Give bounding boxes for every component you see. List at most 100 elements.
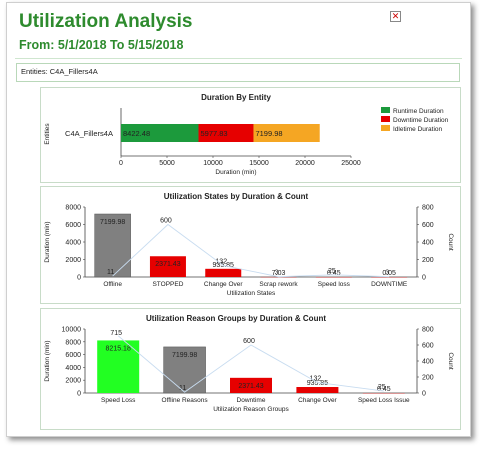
reason-groups-chart: Utilization Reason Groups by Duration & … [44, 314, 454, 413]
duration-label: 935.85 [307, 380, 329, 387]
bar-segment-1 [121, 124, 199, 142]
y2-tick-label: 400 [422, 359, 434, 366]
bar-speed-loss [97, 340, 140, 393]
chart-title: Utilization States by Duration & Count [164, 192, 309, 201]
duration-label: 0.05 [382, 270, 396, 277]
count-label: 715 [110, 330, 122, 337]
y-tick-label: 6000 [65, 222, 81, 229]
chart-title: Utilization Reason Groups by Duration & … [146, 314, 326, 323]
y-tick-label: 0 [77, 275, 81, 282]
y2-tick-label: 200 [422, 257, 434, 264]
bar-value-label: 7199.98 [255, 129, 282, 138]
x-tick-label: 25000 [341, 160, 361, 167]
header-divider [15, 58, 462, 59]
y2-tick-label: 800 [422, 205, 434, 212]
y-tick-label: 10000 [62, 327, 82, 334]
category-label: C4A_Fillers4A [65, 129, 113, 138]
close-icon[interactable]: ✕ [390, 11, 401, 22]
duration-label: 0.45 [327, 270, 341, 277]
y2-tick-label: 800 [422, 327, 434, 334]
count-label: 600 [243, 338, 255, 345]
duration-label: 8215.18 [106, 345, 131, 352]
report-frame: Utilization Analysis From: 5/1/2018 To 5… [6, 2, 471, 437]
y-tick-label: 6000 [65, 352, 81, 359]
count-line [112, 223, 390, 278]
legend-swatch [381, 125, 390, 131]
bar-value-label: 5977.83 [200, 129, 227, 138]
legend-label: Idletime Duration [393, 126, 443, 133]
count-label: 11 [179, 385, 186, 392]
count-line [117, 335, 384, 393]
count-label: 3 [385, 270, 389, 277]
bar-offline [94, 213, 131, 278]
x-axis-label: Duration (min) [215, 169, 256, 176]
count-label: 25 [378, 384, 386, 391]
legend-swatch [381, 107, 390, 113]
y-tick-label: 2000 [65, 378, 81, 385]
bar-downtime [230, 377, 272, 393]
y2-axis-label: Count [447, 233, 454, 251]
bar-segment-3 [253, 124, 320, 142]
x-axis-label: Utilization States [227, 290, 276, 297]
y2-tick-label: 0 [422, 275, 426, 282]
duration-label: 7199.98 [172, 352, 197, 359]
x-tick-label: 0 [119, 160, 123, 167]
bar-stopped [149, 256, 186, 277]
reason-groups-panel: Utilization Reason Groups by Duration & … [40, 308, 461, 430]
y-tick-label: 8000 [65, 205, 81, 212]
y-axis-label: Duration (min) [44, 221, 51, 262]
count-label: 25 [328, 268, 336, 275]
duration-by-entity-chart: Duration By Entity Entities C4A_Fillers4A 0… [44, 93, 449, 176]
count-label: 600 [160, 218, 172, 225]
duration-label: 7199.98 [100, 219, 125, 226]
x-tick-label: Offline [103, 281, 122, 288]
count-label: 132 [215, 258, 227, 265]
legend-label: Downtime Duration [393, 117, 449, 124]
x-tick-label: Change Over [298, 397, 337, 404]
y-tick-label: 4000 [65, 365, 81, 372]
x-tick-label: 20000 [295, 160, 315, 167]
x-tick-label: Speed loss [318, 281, 351, 288]
y-tick-label: 4000 [65, 240, 81, 247]
y2-tick-label: 0 [422, 391, 426, 398]
y2-axis-label: Count [447, 352, 454, 370]
y-tick-label: 8000 [65, 339, 81, 346]
utilization-states-chart: Utilization States by Duration & Count 0 2… [44, 192, 454, 297]
bar-change-over [296, 387, 339, 393]
x-tick-label: Downtime [237, 397, 266, 404]
bar-change-over [205, 268, 242, 277]
bar-offline-reasons [163, 346, 206, 394]
y-axis-label: Duration (min) [44, 340, 51, 381]
entities-label: Entities: C4A_Fillers4A [21, 67, 98, 76]
y-tick-label: 0 [77, 391, 81, 398]
count-label: 3 [275, 270, 279, 277]
duration-label: 2371.43 [238, 383, 263, 390]
bar-value-label: 8422.48 [123, 129, 150, 138]
x-tick-label: Scrap rework [259, 281, 298, 288]
duration-by-entity-panel: Duration By Entity Entities C4A_Fillers4A 0… [40, 87, 461, 183]
x-tick-label: 5000 [159, 160, 175, 167]
utilization-states-panel: Utilization States by Duration & Count 0 2… [40, 186, 461, 304]
y2-tick-label: 600 [422, 343, 434, 350]
x-axis-label: Utilization Reason Groups [213, 406, 289, 413]
page-title: Utilization Analysis [19, 11, 193, 32]
y-tick-label: 2000 [65, 257, 81, 264]
legend-label: Runtime Duration [393, 108, 444, 115]
duration-label: 2371.43 [155, 261, 180, 268]
y2-tick-label: 600 [422, 222, 434, 229]
duration-label: 0.45 [377, 386, 391, 393]
duration-label: 7.03 [272, 270, 286, 277]
x-tick-label: Change Over [204, 281, 243, 288]
x-tick-label: 15000 [249, 160, 269, 167]
bar-segment-2 [198, 124, 254, 142]
x-tick-label: DOWNTIME [371, 281, 408, 288]
count-label: 11 [107, 269, 114, 276]
chart-title: Duration By Entity [201, 93, 271, 102]
entities-box: Entities: C4A_Fillers4A [16, 63, 460, 82]
count-label: 132 [310, 375, 322, 382]
legend-swatch [381, 116, 390, 122]
x-tick-label: Speed Loss [101, 397, 136, 404]
y2-tick-label: 400 [422, 240, 434, 247]
x-tick-label: Offline Reasons [162, 397, 209, 404]
y-axis-label: Entities [44, 123, 51, 145]
